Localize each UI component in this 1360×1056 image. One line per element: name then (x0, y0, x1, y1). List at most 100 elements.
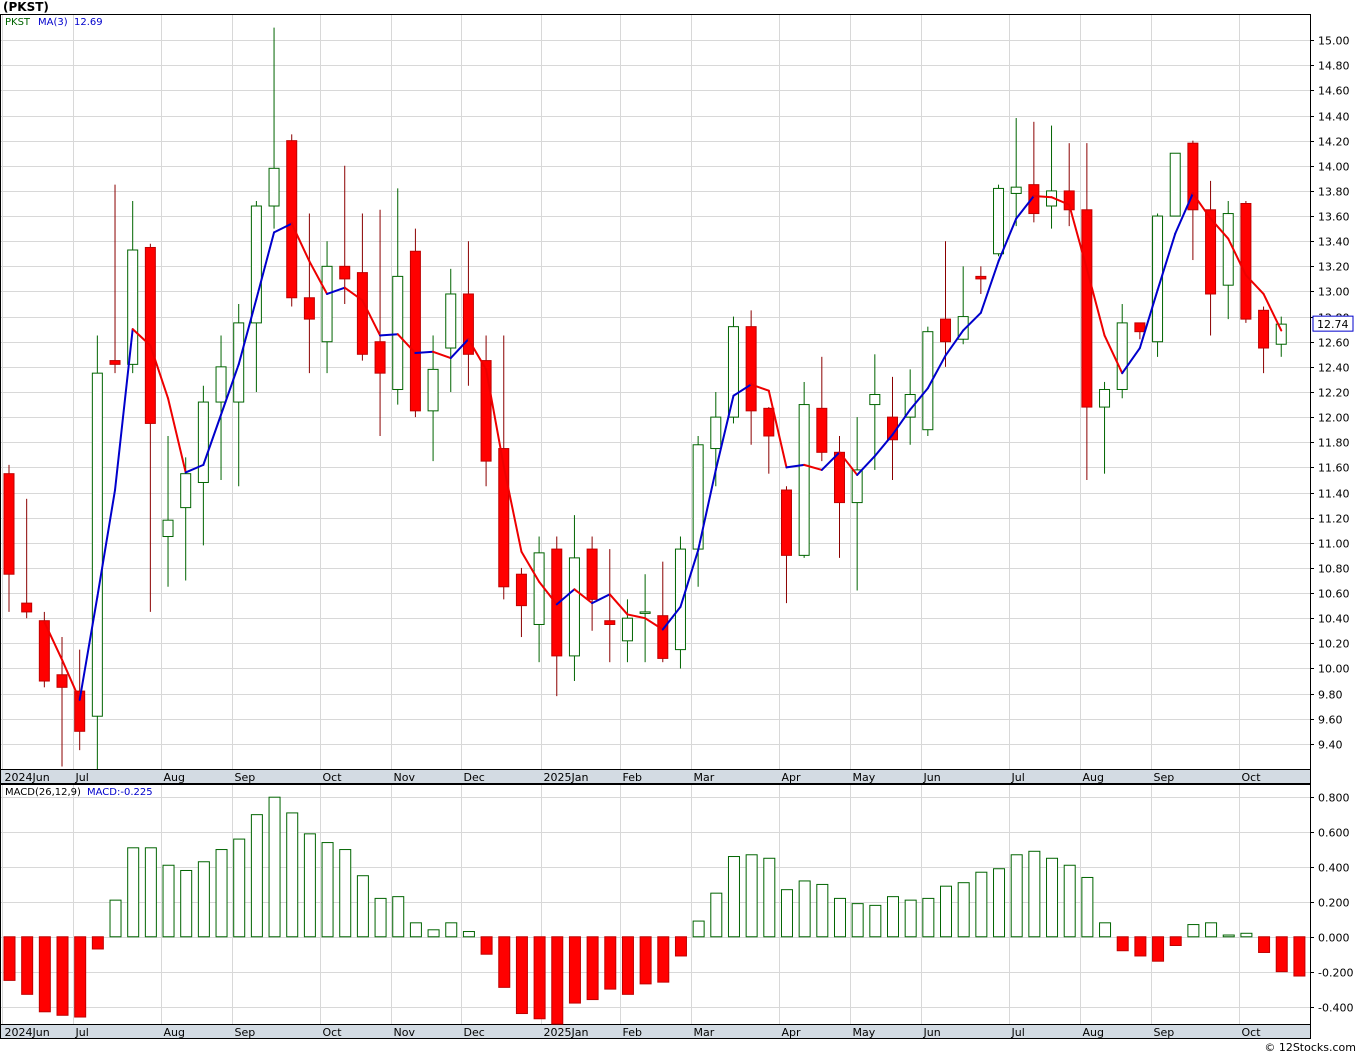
ma-segment (661, 605, 682, 631)
candle (568, 515, 580, 682)
macd-bar (1169, 936, 1182, 946)
candle-body (851, 469, 863, 504)
ma-segment (167, 397, 187, 474)
macd-x-tick-label: Aug (164, 1026, 185, 1039)
candle (674, 536, 686, 669)
ma-segment (644, 617, 664, 631)
price-x-tick-label: Aug (1083, 771, 1104, 784)
candle (604, 549, 616, 663)
macd-x-tick-label: Aug (1083, 1026, 1104, 1039)
legend-ma-value: 12.69 (74, 17, 103, 28)
ma-segment (520, 550, 541, 583)
candle (462, 241, 474, 386)
price-y-tick-label: 14.80 (1318, 60, 1350, 73)
candle (904, 369, 916, 445)
ma-segment (43, 620, 64, 661)
macd-bar (1293, 936, 1306, 977)
legend-macd-label: MACD(26,12,9) (5, 787, 81, 798)
macd-bar (480, 936, 493, 955)
ma-segment (732, 383, 753, 397)
macd-bar (639, 936, 652, 985)
macd-x-tick-label: Sep (235, 1026, 256, 1039)
candle-body (657, 615, 669, 659)
macd-x-tick-label: Apr (782, 1026, 802, 1039)
candle-body (1222, 213, 1234, 286)
price-x-tick-label: Mar (694, 771, 715, 784)
candle (339, 165, 351, 305)
candle-body (127, 249, 139, 365)
candle-body (586, 548, 598, 600)
ma-segment (485, 368, 505, 468)
candle (286, 134, 298, 307)
candle (321, 241, 333, 374)
candle (657, 561, 669, 663)
macd-bar (1063, 864, 1076, 938)
price-x-tick-label: May (853, 771, 876, 784)
price-x-tick-label: 2024Jun (5, 771, 50, 784)
ma-segment (220, 363, 240, 416)
macd-x-tick-label: Jul (1011, 1026, 1025, 1039)
macd-x-tick-label: Feb (623, 1026, 642, 1039)
ma-segment (714, 394, 735, 471)
ma-segment (131, 328, 152, 347)
candle (1205, 180, 1217, 336)
macd-y-tick-label: 0.200 (1318, 897, 1350, 910)
ma-segment (361, 299, 382, 337)
ma-segment (962, 311, 982, 332)
candle-body (303, 297, 315, 320)
candle (745, 310, 757, 445)
candle (3, 464, 15, 612)
macd-bar (303, 833, 316, 938)
macd-x-tick-label: 2024Jun (5, 1026, 50, 1039)
macd-x-axis: 2024Jun Jul Aug Sep Oct Nov Dec 2025Jan Feb Mar Ap… (5, 1026, 1262, 1039)
candle-body (1258, 309, 1270, 349)
ma-segment (979, 260, 1000, 314)
candle (215, 335, 227, 480)
macd-bar (657, 936, 670, 983)
macd-bar (975, 871, 988, 938)
ma-segment (750, 383, 770, 392)
ma-segment (767, 389, 788, 469)
price-y-tick-label: 13.20 (1318, 261, 1350, 274)
price-y-tick-label: 11.00 (1318, 538, 1350, 551)
ma-segment (573, 588, 594, 605)
candle (21, 498, 33, 619)
price-y-tick-label: 9.40 (1318, 739, 1343, 752)
macd-bar (286, 812, 299, 938)
ma-segment (467, 338, 488, 371)
candle-body (162, 519, 174, 538)
macd-panel (0, 784, 1311, 1025)
candle-body (56, 674, 68, 688)
page-title: (PKST) (3, 0, 49, 14)
ma-segment (1085, 267, 1106, 337)
price-x-tick-label: Oct (1242, 771, 1262, 784)
macd-bar (91, 936, 104, 950)
candle (1116, 304, 1128, 399)
ma-segment (237, 298, 258, 366)
candle-body (639, 611, 651, 614)
macd-bar (392, 896, 405, 938)
candle-body (409, 250, 421, 412)
macd-bar (727, 856, 740, 938)
price-x-tick-label: Feb (623, 771, 642, 784)
price-y-tick-label: 14.60 (1318, 85, 1350, 98)
macd-x-tick-label: Mar (694, 1026, 715, 1039)
candle (586, 536, 598, 631)
candle-body (745, 326, 757, 412)
macd-bar (268, 796, 281, 938)
candle-body (993, 187, 1005, 255)
macd-bar (1116, 936, 1129, 952)
candle (1169, 152, 1181, 217)
macd-bar (462, 931, 475, 938)
macd-bar (21, 936, 34, 995)
ma-segment (555, 588, 576, 606)
candle (268, 27, 280, 229)
candle (1099, 381, 1111, 474)
candle-body (975, 275, 987, 280)
price-y-tick-label: 12.60 (1318, 337, 1350, 350)
candle (127, 200, 139, 374)
ma-segment (96, 489, 117, 598)
macd-x-tick-label: Sep (1154, 1026, 1175, 1039)
ma-segment (697, 468, 717, 552)
candle-body (1028, 184, 1040, 215)
